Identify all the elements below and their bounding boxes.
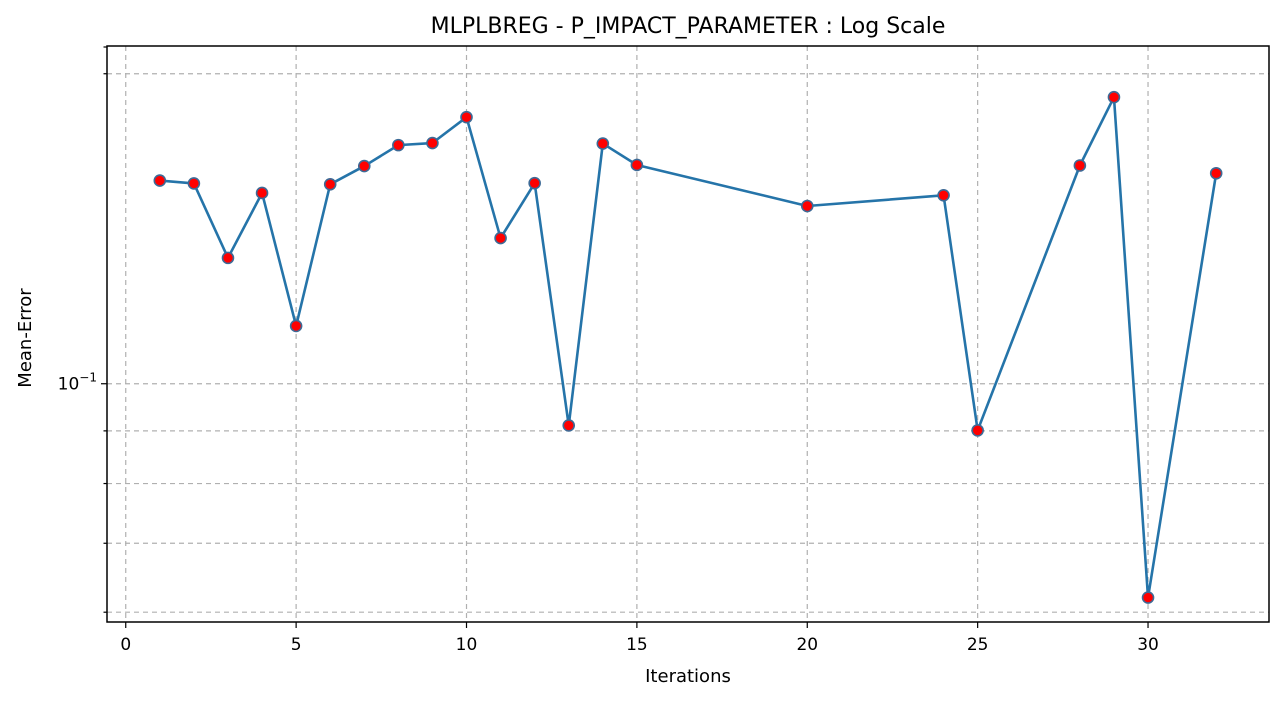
data-point: [426, 136, 439, 150]
data-point: [323, 177, 337, 191]
x-tick-label: 15: [626, 635, 648, 655]
data-point: [937, 189, 950, 202]
x-axis-label: Iterations: [645, 666, 731, 687]
y-axis-label: Mean-Error: [15, 288, 36, 388]
data-point: [800, 199, 814, 213]
data-point: [1209, 166, 1223, 180]
x-tick-label: 25: [967, 635, 989, 655]
series-1: [153, 90, 1223, 604]
data-point: [153, 174, 167, 187]
y-tick-label-major: 10−1: [58, 371, 97, 395]
data-point: [1107, 90, 1121, 104]
grid: [107, 46, 1269, 622]
x-tick-label: 5: [291, 635, 302, 655]
data-point: [562, 419, 576, 432]
plot-frame: [106, 45, 1270, 623]
data-point: [1073, 159, 1087, 172]
x-tick-label: 0: [120, 635, 131, 655]
data-point: [289, 319, 303, 333]
data-point: [494, 231, 507, 245]
chart-title: MLPLBREG - P_IMPACT_PARAMETER : Log Scal…: [431, 14, 946, 39]
data-point: [971, 424, 984, 437]
x-tick-label: 10: [456, 635, 478, 655]
x-tick-label: 20: [796, 635, 818, 655]
data-point: [1141, 591, 1155, 604]
x-tick-label: 30: [1137, 635, 1159, 655]
y-tick-label: 10−1: [58, 371, 97, 395]
data-point: [528, 176, 541, 190]
axis-ticks: 0 5 10 15 20 25 30: [101, 46, 1159, 655]
data-point: [357, 159, 371, 173]
data-point: [255, 186, 269, 200]
series-line: [159, 95, 1218, 599]
data-point: [221, 251, 235, 265]
data-point: [187, 177, 201, 190]
data-point: [392, 138, 405, 152]
data-point: [596, 137, 610, 150]
data-point: [630, 158, 644, 172]
data-point: [460, 110, 473, 124]
